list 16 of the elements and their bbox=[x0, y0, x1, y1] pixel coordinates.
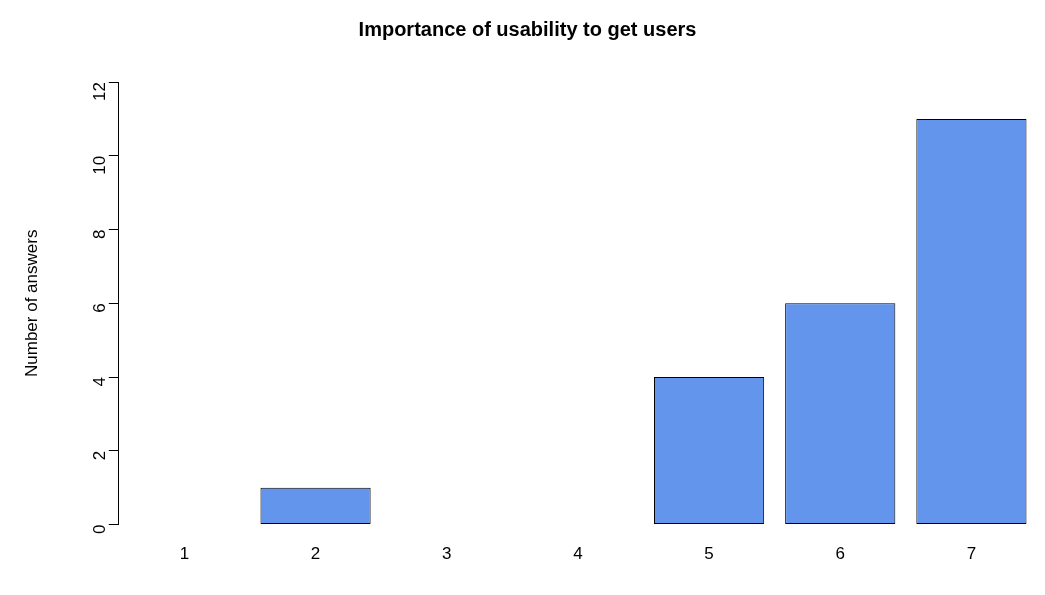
x-tick-label: 5 bbox=[704, 544, 714, 564]
x-tick-label: 1 bbox=[179, 544, 190, 564]
y-tick-label: 6 bbox=[90, 303, 110, 313]
x-tick-label: 4 bbox=[573, 544, 583, 564]
y-tick-label: 10 bbox=[90, 155, 110, 175]
y-tick-label: 0 bbox=[90, 524, 110, 535]
x-tick-label: 3 bbox=[441, 544, 452, 564]
y-tick-label: 4 bbox=[90, 377, 110, 387]
chart-title: Importance of usability to get users bbox=[358, 17, 697, 40]
y-tick-label: 12 bbox=[90, 82, 110, 101]
x-tick-label: 6 bbox=[835, 544, 845, 564]
y-tick-label: 8 bbox=[90, 229, 110, 239]
y-tick-label: 2 bbox=[90, 450, 110, 461]
x-tick-label: 2 bbox=[310, 544, 321, 564]
x-tick-label: 7 bbox=[966, 544, 977, 564]
y-axis-title: Number of answers bbox=[21, 229, 41, 377]
